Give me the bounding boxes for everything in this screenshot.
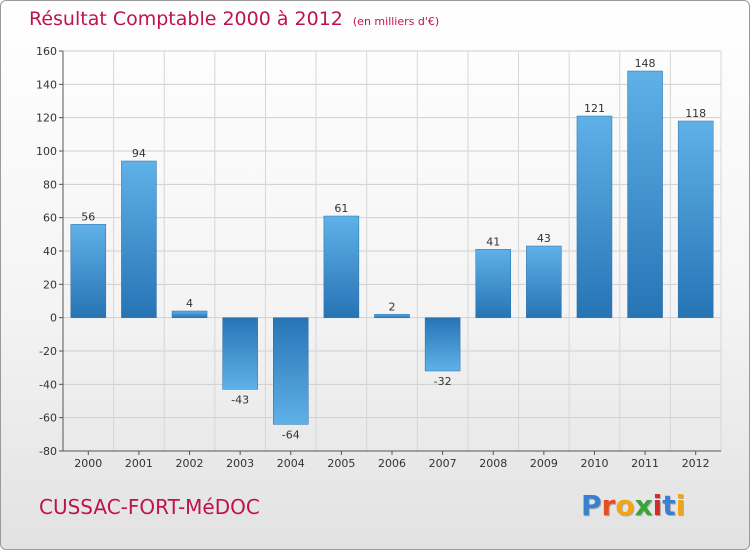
data-label: 43	[537, 232, 551, 245]
bar-2000	[70, 224, 107, 318]
y-tick-label: -40	[39, 378, 57, 391]
x-tick-label: 2003	[226, 457, 254, 470]
bar-2011	[627, 70, 663, 318]
logo-letter: r	[601, 489, 616, 522]
x-tick-label: 2004	[277, 457, 305, 470]
x-tick-label: 2006	[378, 457, 406, 470]
data-labels: 56 94 4 -43 -64 61 2 -32 41 43 121 148 118	[81, 57, 706, 441]
bar-2002	[171, 310, 208, 318]
data-label: 121	[584, 102, 605, 115]
x-tick-label: 2008	[479, 457, 507, 470]
logo-letter: x	[634, 489, 653, 522]
logo-letter: P	[581, 489, 602, 522]
chart-title-main: Résultat Comptable 2000 à 2012	[29, 8, 343, 30]
data-label: 148	[635, 57, 656, 70]
data-label: 4	[186, 297, 193, 310]
x-tick-label: 2012	[682, 457, 710, 470]
logo-letter: i	[675, 489, 686, 522]
y-tick-label: -60	[39, 412, 57, 425]
commune-name: CUSSAC-FORT-MéDOC	[39, 495, 260, 519]
bar-2008	[475, 249, 511, 318]
y-tick-label: 20	[43, 278, 57, 291]
x-tick-label: 2000	[74, 457, 102, 470]
data-label: 118	[685, 107, 706, 120]
grid-lines	[62, 50, 722, 452]
bar-2001	[121, 160, 157, 318]
bar-2009	[526, 245, 562, 318]
data-label: -64	[282, 428, 300, 441]
proxiti-logo[interactable]: Proxiti	[581, 489, 685, 522]
data-label: 94	[132, 147, 146, 160]
x-tick-label: 2007	[429, 457, 457, 470]
logo-letter: o	[615, 489, 635, 522]
x-tick-label: 2002	[176, 457, 204, 470]
x-tick-label: 2005	[327, 457, 355, 470]
y-tick-label: 120	[36, 112, 57, 125]
bar-2003	[222, 317, 258, 390]
axes: -80 -60 -40 -20 0 20 40 60 80 100 120 140 160 2000 200…	[36, 45, 721, 470]
logo-letter: i	[652, 489, 663, 522]
data-label: 2	[389, 300, 396, 313]
x-tick-label: 2010	[580, 457, 608, 470]
y-tick-label: 160	[36, 45, 57, 58]
bar-2007	[424, 317, 461, 372]
bar-2006	[374, 314, 410, 318]
y-tick-label: 0	[50, 312, 57, 325]
chart-title: Résultat Comptable 2000 à 2012 (en millie…	[29, 8, 439, 30]
data-label: -32	[434, 375, 452, 388]
x-tick-label: 2009	[530, 457, 558, 470]
bar-2012	[677, 120, 714, 318]
y-tick-label: 40	[43, 245, 57, 258]
data-label: 61	[334, 202, 348, 215]
y-tick-label: -80	[39, 445, 57, 458]
y-tick-label: 60	[43, 212, 57, 225]
y-tick-label: -20	[39, 345, 57, 358]
bar-2010	[576, 115, 613, 318]
logo-letter: t	[662, 489, 676, 522]
y-tick-label: 140	[36, 78, 57, 91]
y-tick-label: 80	[43, 178, 57, 191]
data-label: 56	[81, 210, 95, 223]
y-tick-label: 100	[36, 145, 57, 158]
bars	[70, 70, 714, 425]
x-tick-label: 2011	[631, 457, 659, 470]
x-tick-label: 2001	[125, 457, 153, 470]
chart-subtitle: (en milliers d'€)	[352, 15, 440, 28]
data-label: 41	[486, 235, 500, 248]
data-label: -43	[231, 393, 249, 406]
bar-2005	[323, 215, 360, 318]
bar-2004	[273, 317, 309, 425]
